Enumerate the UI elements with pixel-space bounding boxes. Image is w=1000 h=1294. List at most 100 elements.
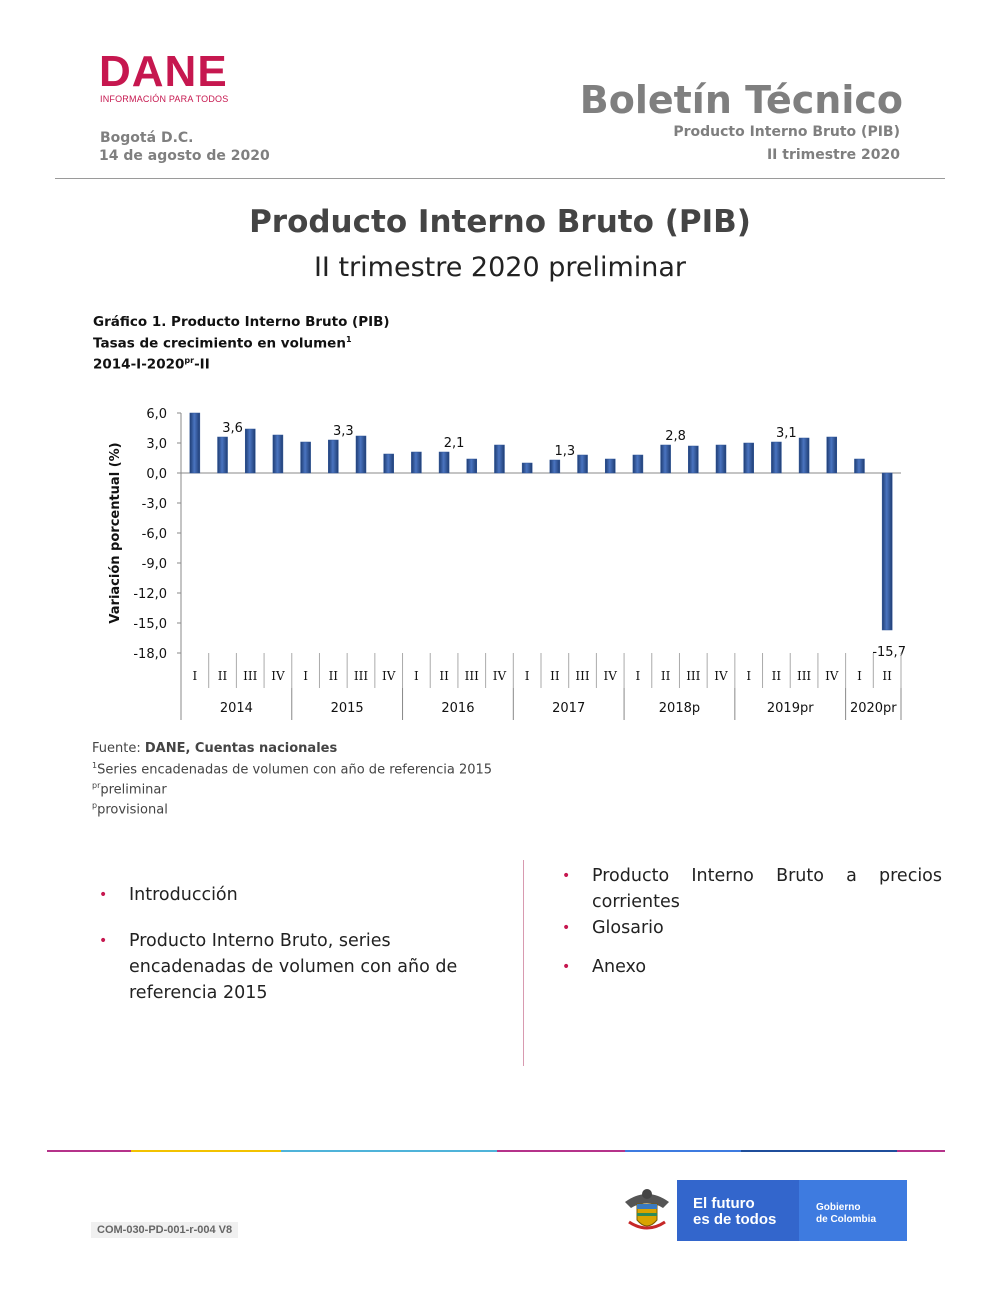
bulletin-period: II trimestre 2020 [766,147,900,163]
y-tick-label: 6,0 [146,407,167,422]
quarter-label: III [575,669,589,683]
bar [300,441,311,474]
bar [328,439,339,474]
data-label: 3,1 [776,426,797,441]
gobierno-colombia-logo: El futuro es de todos Gobierno de Colombia [617,1180,907,1241]
data-label: 1,3 [555,444,576,459]
chart-period: 2014-I-2020pr-II [93,356,210,373]
quarter-label: IV [604,669,618,683]
bulletin-subtitle: Producto Interno Bruto (PIB) [673,124,900,140]
data-label: -15,7 [872,645,906,660]
year-label: 2020pr [850,701,897,716]
bullet-icon: • [99,933,108,949]
dane-logo-tagline: INFORMACIÓN PARA TODOS [100,94,229,104]
bar [660,444,671,474]
toc-right-column: • Producto Interno Bruto a precios corrie… [556,863,942,980]
bar [826,436,838,474]
gov-slogan-panel [677,1180,799,1241]
bar [438,451,450,474]
footer-bar-segment [625,1150,741,1152]
bar [854,458,865,474]
quarter-label: I [192,669,197,683]
gov-name: Gobierno de Colombia [816,1202,877,1225]
toc-item-anexo[interactable]: • Anexo [556,954,942,980]
quarter-label: III [686,669,700,683]
toc-item-introduccion[interactable]: • Introducción [93,882,513,908]
footnote-provisional: pprovisional [92,801,168,818]
quarter-label: III [243,669,257,683]
quarter-label: IV [493,669,507,683]
bar [411,451,422,474]
dane-logo: DANE [99,47,228,96]
quarter-label: IV [714,669,728,683]
footnote-series: 1Series encadenadas de volumen con año d… [92,761,493,778]
bar [217,436,228,474]
y-tick-label: -15,0 [133,617,167,632]
y-axis-label: Variación porcentual (%) [108,442,123,623]
bar [771,441,782,474]
quarter-label: I [414,669,419,683]
year-label: 2018p [659,701,700,716]
footer-bar-segment [131,1150,281,1152]
bar [743,442,754,474]
year-label: 2015 [331,701,364,716]
publication-date: 14 de agosto de 2020 [99,148,270,164]
data-label: 2,1 [444,436,465,451]
bullet-icon: • [562,920,571,936]
bar [521,462,533,474]
y-tick-label: 3,0 [146,437,167,452]
footnote-preliminary: prpreliminar [92,781,167,798]
column-divider [523,860,524,1066]
quarter-label: I [636,669,641,683]
gov-name-panel [799,1180,907,1241]
year-label: 2016 [441,701,474,716]
bar [715,444,727,474]
bar [494,444,505,474]
footer-bar-segment [47,1150,131,1152]
bar [604,458,616,474]
toc-item-glosario[interactable]: • Glosario [556,915,942,941]
quarter-label: IV [382,669,396,683]
year-label: 2014 [220,701,253,716]
bar [244,428,256,474]
coat-of-arms-icon [617,1180,677,1241]
document-code: COM-030-PD-001-r-004 V8 [91,1222,239,1238]
quarter-label: III [465,669,479,683]
bar [355,435,367,474]
quarter-label: II [218,669,228,683]
quarter-label: I [857,669,862,683]
quarter-label: III [354,669,368,683]
quarter-label: IV [271,669,285,683]
year-label: 2019pr [767,701,814,716]
footer-bar-segment [281,1150,497,1152]
quarter-label: III [797,669,811,683]
toc-item-series-encadenadas[interactable]: • Producto Interno Bruto, series encadena… [93,928,513,1006]
y-tick-label: -3,0 [142,497,167,512]
quarter-label: II [439,669,449,683]
bullet-icon: • [562,868,571,884]
bar [688,445,699,474]
gov-slogan: El futuro es de todos [693,1195,777,1228]
bullet-icon: • [99,887,108,903]
quarter-label: I [525,669,530,683]
city: Bogotá D.C. [100,130,194,146]
toc-item-precios-corrientes[interactable]: • Producto Interno Bruto a precios corrie… [556,863,942,915]
bar [798,437,810,474]
y-tick-label: -18,0 [133,647,167,662]
bar [881,472,893,631]
chart-subtitle: Tasas de crecimiento en volumen1 [93,335,352,352]
data-label: 3,6 [222,421,243,436]
source-note: Fuente: DANE, Cuentas nacionales [92,741,338,756]
quarter-label: I [303,669,308,683]
footer-color-bar [47,1150,945,1152]
y-tick-label: -6,0 [142,527,167,542]
footer-bar-segment [497,1150,625,1152]
quarter-label: I [746,669,751,683]
page-subtitle: II trimestre 2020 preliminar [313,252,687,283]
bar [272,434,284,474]
y-tick-label: -9,0 [142,557,167,572]
quarter-label: II [661,669,671,683]
header-divider [55,178,945,179]
quarter-label: II [329,669,339,683]
bar [466,458,478,474]
